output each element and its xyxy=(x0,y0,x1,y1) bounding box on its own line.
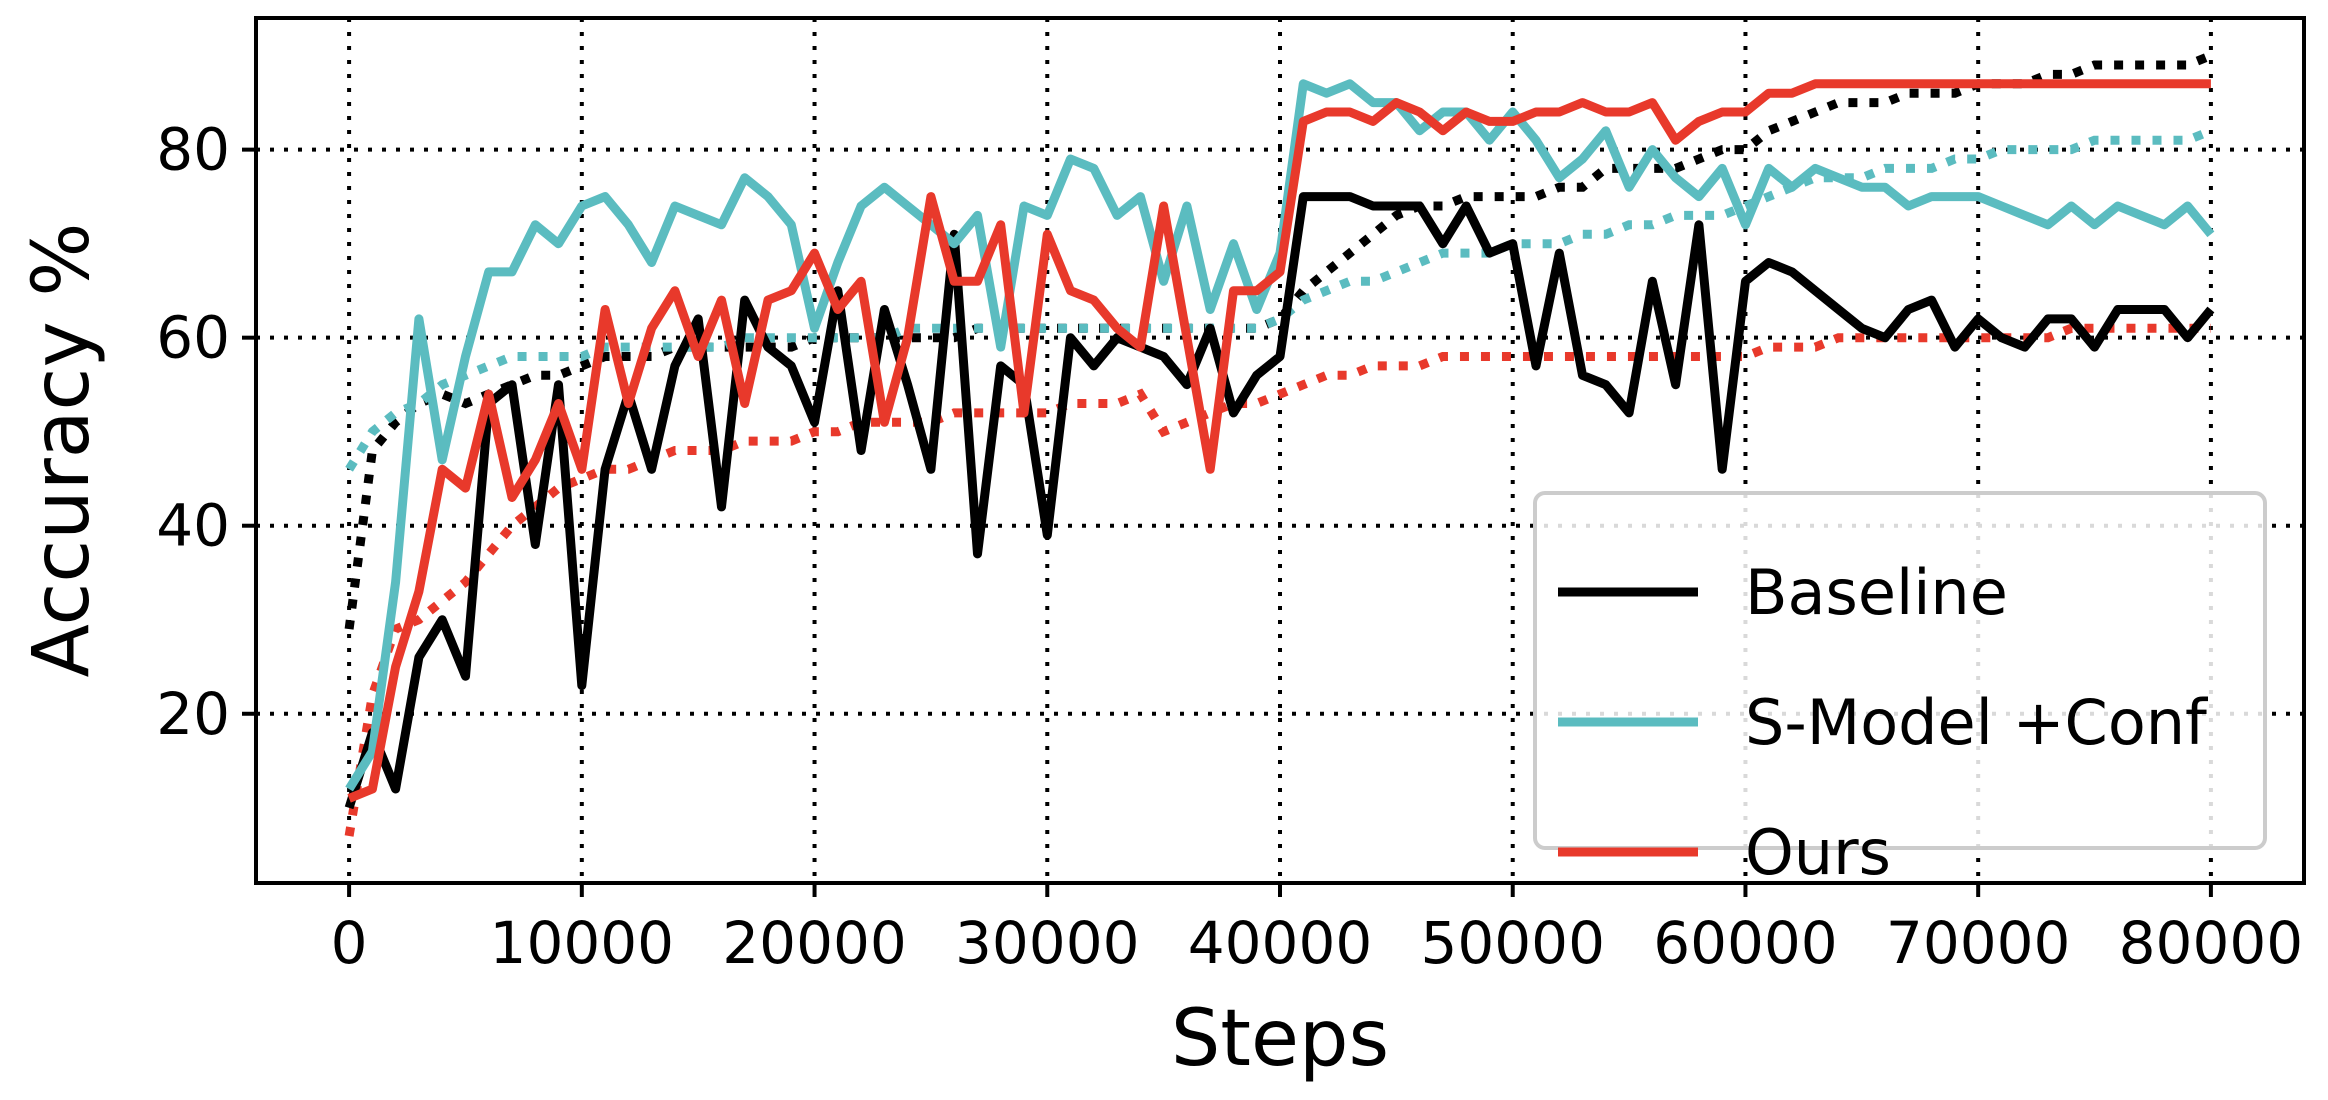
legend-label: Ours xyxy=(1745,816,1891,889)
y-tick-label: 20 xyxy=(156,680,230,748)
x-tick-label: 30000 xyxy=(955,909,1140,977)
series-line-baseline-solid xyxy=(344,192,2215,810)
x-tick-label: 10000 xyxy=(490,909,675,977)
ticks: 0 10000 20000 30000 40000 50000 60000 70000 8000… xyxy=(156,116,2303,977)
legend-label: S-Model +Conf xyxy=(1745,686,2209,759)
y-tick-label: 60 xyxy=(156,304,230,372)
legend-label: Baseline xyxy=(1745,556,2008,629)
y-tick-label: 40 xyxy=(156,492,230,560)
x-tick-label: 70000 xyxy=(1886,909,2071,977)
series-group xyxy=(344,51,2215,837)
series-line-ours-dotted xyxy=(344,323,2211,837)
legend: Baseline S-Model +Conf Ours xyxy=(1533,491,2267,889)
x-tick-label: 50000 xyxy=(1420,909,1605,977)
x-tick-label: 60000 xyxy=(1653,909,1838,977)
series-line-ours-solid xyxy=(347,79,2211,803)
x-axis-label: Steps xyxy=(1171,994,1389,1084)
x-tick-label: 20000 xyxy=(722,909,907,977)
y-axis-label: Accuracy % xyxy=(17,222,107,677)
x-tick-label: 80000 xyxy=(2119,909,2304,977)
y-tick-label: 80 xyxy=(156,116,230,184)
x-tick-label: 0 xyxy=(331,909,368,977)
legend-box xyxy=(1533,491,2267,850)
x-tick-label: 40000 xyxy=(1188,909,1373,977)
